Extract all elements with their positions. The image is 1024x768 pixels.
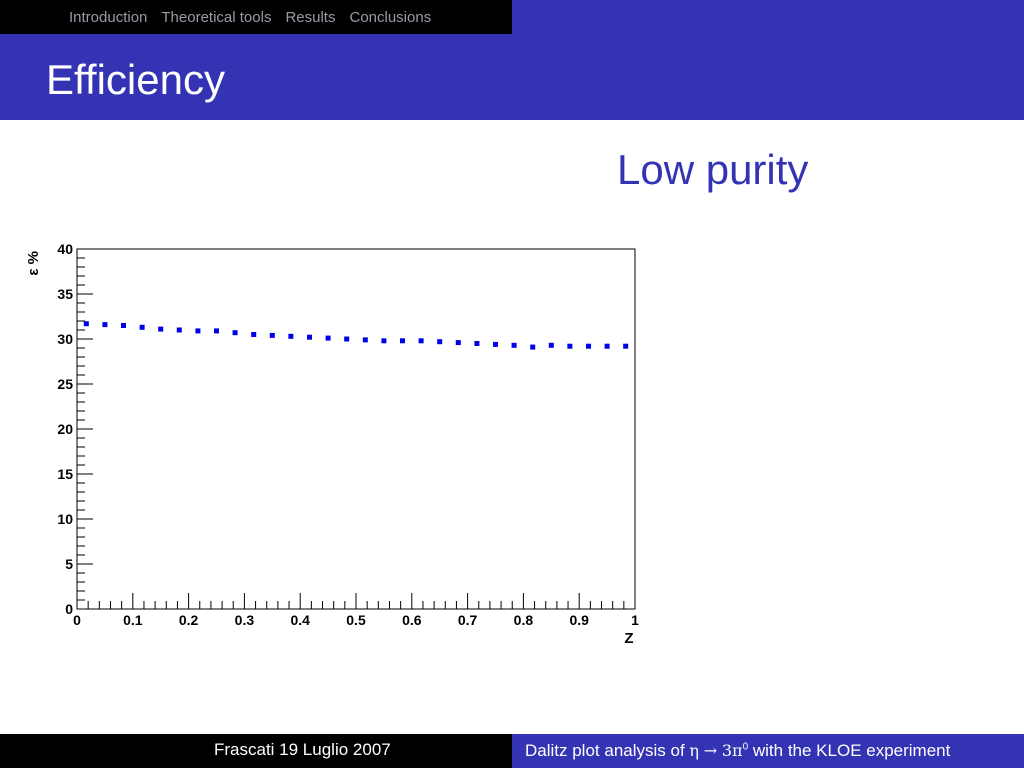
- y-tick-label: 15: [57, 466, 73, 482]
- footer-title-text: Dalitz plot analysis of η → 3π0 with the…: [525, 741, 950, 761]
- footer-title-suffix: with the KLOE experiment: [748, 741, 951, 760]
- data-point: [381, 338, 387, 344]
- data-point: [158, 326, 164, 332]
- data-point: [307, 334, 313, 340]
- nav-item-conclusions[interactable]: Conclusions: [349, 8, 432, 26]
- y-tick-label: 20: [57, 421, 73, 437]
- y-axis-label: ε %: [25, 251, 42, 276]
- y-tick-label: 10: [57, 511, 73, 527]
- data-point: [530, 344, 536, 350]
- x-tick-label: 0.9: [569, 612, 589, 628]
- y-tick-label: 25: [57, 376, 73, 392]
- footer-arrow-symbol: →: [703, 741, 718, 760]
- plot-frame: [76, 248, 636, 610]
- title-bar: Efficiency: [0, 34, 1024, 120]
- data-point: [83, 321, 89, 327]
- y-tick-label: 30: [57, 331, 73, 347]
- x-tick-label: 0.6: [402, 612, 422, 628]
- efficiency-plot: 0 5 10 15 20 25 30 35 40 0 0.1 0.2 0.3 0.4 0.5 0.6 0.7 0.…: [25, 241, 639, 647]
- x-tick-label: 0.4: [290, 612, 310, 628]
- data-point: [102, 322, 108, 328]
- data-point: [120, 323, 126, 328]
- data-point: [288, 333, 294, 339]
- data-point: [176, 327, 182, 333]
- footer-eta-symbol: η: [689, 741, 699, 760]
- data-point: [586, 343, 592, 349]
- x-tick-label: 0.1: [123, 612, 143, 628]
- nav-item-results[interactable]: Results: [285, 8, 336, 26]
- x-tick-label: 1: [631, 612, 639, 628]
- nav-item-theoretical-tools[interactable]: Theoretical tools: [161, 8, 272, 26]
- data-point: [269, 332, 275, 338]
- data-point: [567, 343, 573, 349]
- section-navigation: Introduction Theoretical tools Results C…: [0, 0, 512, 34]
- data-point: [437, 339, 443, 345]
- data-point: [232, 330, 238, 336]
- x-tick-label: 0.8: [514, 612, 534, 628]
- footer-three-pi: 3π: [721, 741, 743, 760]
- y-tick-label: 35: [57, 286, 73, 302]
- x-tick-label: 0: [73, 612, 81, 628]
- data-point: [214, 328, 219, 334]
- data-point: [344, 336, 350, 342]
- plot-subtitle: Low purity: [617, 146, 809, 193]
- data-point: [455, 340, 461, 346]
- header-accent-bar: [512, 0, 1024, 34]
- data-point: [493, 341, 498, 347]
- x-tick-label: 0.3: [235, 612, 255, 628]
- x-tick-label: 0.7: [458, 612, 478, 628]
- footer-title-prefix: Dalitz plot analysis of: [525, 741, 690, 760]
- y-tick-label: 40: [57, 241, 73, 257]
- x-axis-label: Z: [624, 630, 633, 647]
- y-tick-label: 0: [65, 601, 73, 617]
- x-tick-label: 0.5: [346, 612, 366, 628]
- data-point: [195, 328, 201, 334]
- data-point: [399, 338, 405, 344]
- data-point: [548, 342, 554, 348]
- data-point: [418, 338, 424, 344]
- x-tick-label: 0.2: [179, 612, 199, 628]
- y-tick-label: 5: [65, 556, 73, 572]
- data-point: [623, 343, 629, 349]
- footer-date: Frascati 19 Luglio 2007: [0, 734, 512, 768]
- data-point: [139, 324, 145, 330]
- data-point: [251, 332, 257, 337]
- data-point: [362, 337, 368, 343]
- footer-date-text: Frascati 19 Luglio 2007: [214, 740, 391, 759]
- footer-superscript: 0: [742, 741, 749, 753]
- data-point: [325, 335, 331, 341]
- nav-item-introduction[interactable]: Introduction: [69, 8, 148, 26]
- data-point: [511, 342, 517, 348]
- footer-talk-title: Dalitz plot analysis of η → 3π0 with the…: [512, 734, 1024, 768]
- data-point: [604, 343, 610, 349]
- slide-title: Efficiency: [46, 56, 225, 103]
- data-point: [474, 341, 480, 346]
